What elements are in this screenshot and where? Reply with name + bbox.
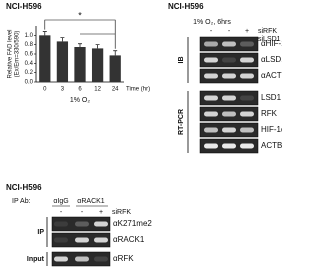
band: [222, 73, 236, 79]
band: [75, 221, 89, 227]
y-axis-label: Relative FAD level: [8, 29, 14, 78]
band: [240, 127, 254, 133]
band: [240, 143, 254, 149]
treatment-sign: +: [245, 28, 249, 35]
band: [240, 95, 254, 101]
band: [75, 237, 89, 243]
row-label: LSD1: [261, 93, 282, 102]
band: [54, 221, 68, 227]
band: [240, 73, 254, 79]
band: [240, 41, 254, 47]
band: [204, 143, 218, 149]
band: [54, 256, 68, 262]
row-label: αLSD1: [261, 55, 282, 64]
x-tick-label: 24: [112, 87, 119, 93]
band: [222, 41, 236, 47]
figure: NCI-H596 NCI-H596 1% O₂, 6hrs NCI-H596 I…: [6, 2, 291, 267]
band: [75, 256, 89, 262]
y-tick-label: 0.0: [25, 80, 34, 86]
error-bar: [60, 37, 65, 42]
bar: [109, 55, 121, 82]
group-label: IB: [178, 57, 185, 64]
group-label: IP: [37, 229, 44, 236]
band: [94, 256, 108, 262]
ip-title: NCI-H596: [6, 183, 42, 192]
y-tick-label: 0.4: [25, 61, 34, 67]
row-label: αACTB: [261, 71, 282, 80]
bar: [56, 41, 69, 82]
antibody: αRACK1: [77, 198, 104, 205]
band: [204, 41, 218, 47]
row-label: αRACK1: [113, 235, 145, 244]
blot: [199, 52, 259, 68]
x-unit-label: Time (hr): [126, 87, 150, 93]
bar: [91, 48, 104, 82]
error-bar: [78, 43, 82, 47]
row-label: ACTB: [261, 141, 282, 150]
band: [204, 95, 218, 101]
band: [204, 127, 218, 133]
chart-title: NCI-H596: [6, 2, 42, 11]
x-axis-label: 1% O₂: [70, 97, 91, 104]
bar: [74, 47, 86, 82]
band: [94, 221, 108, 227]
band: [204, 73, 218, 79]
band: [204, 57, 218, 63]
group-label: Input: [27, 256, 45, 263]
row-label: αHIF-1α: [261, 39, 282, 48]
treatment-name: siRFK: [258, 28, 277, 35]
y-tick-label: 0.6: [25, 52, 34, 58]
error-bar: [42, 31, 47, 36]
band: [94, 237, 108, 243]
ip-label: IP Ab:: [12, 198, 31, 205]
bracket: [44, 19, 116, 49]
treatment-sign: -: [228, 28, 231, 35]
x-tick-label: 3: [61, 87, 65, 93]
annotation: *: [78, 10, 82, 20]
error-bar: [113, 50, 118, 56]
bar: [39, 35, 51, 82]
blot: [51, 216, 111, 232]
y-tick-label: 0.8: [25, 42, 34, 48]
band: [222, 57, 236, 63]
treatment-sign: -: [81, 209, 84, 216]
y-axis-label: (Ex/Em=330/590): [15, 31, 21, 78]
band: [204, 111, 218, 117]
treatment-sign: +: [99, 209, 103, 216]
row-label: RFK: [261, 109, 278, 118]
band: [222, 95, 236, 101]
page: {"chart_data": {"type": "bar", "title": …: [6, 2, 291, 267]
row-label: αK271me2: [113, 219, 152, 228]
error-bar: [95, 44, 100, 49]
band: [222, 143, 236, 149]
antibody: αIgG: [53, 198, 68, 205]
y-tick-label: 0.2: [25, 70, 34, 76]
treatment-sign: -: [210, 28, 213, 35]
x-tick-label: 12: [94, 87, 101, 93]
treatment-name: siLSD1: [258, 36, 281, 43]
row-label: HIF-1α: [261, 125, 282, 134]
band: [240, 57, 254, 63]
x-tick-label: 6: [78, 87, 82, 93]
condition: 1% O₂, 6hrs: [193, 19, 231, 26]
row-label: αRFK: [113, 254, 134, 263]
treatment-name: siRFK: [112, 209, 131, 216]
y-tick-label: 1.0: [25, 33, 34, 39]
band: [222, 127, 236, 133]
treatment-sign: -: [60, 209, 63, 216]
group-label: RT-PCR: [178, 109, 185, 135]
band: [54, 237, 68, 243]
blot-title: NCI-H596: [168, 2, 204, 11]
band: [222, 111, 236, 117]
x-tick-label: 0: [43, 87, 47, 93]
band: [240, 111, 254, 117]
